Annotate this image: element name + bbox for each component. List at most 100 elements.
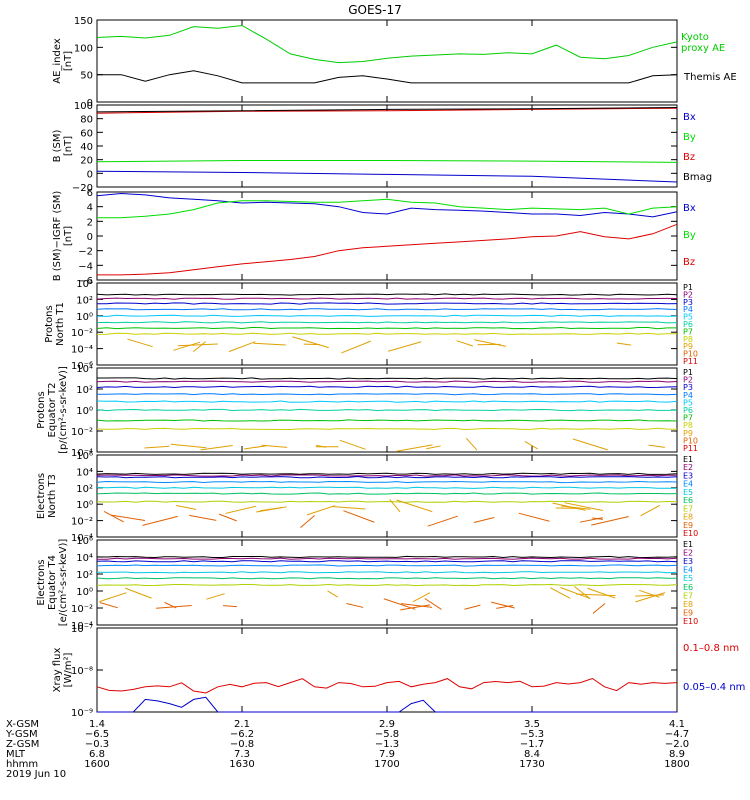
y-axis-label-line: B (SM) [52,129,63,162]
series-segment-e8 [639,589,660,598]
y-tick-label: 10⁻⁷ [71,624,93,635]
y-axis-label-line: [p/(cm²-s-sr-keV)] [58,366,69,454]
ephemeris-value-x_gsm: 3.5 [524,719,540,730]
series-segment-e8 [306,505,336,516]
series-segment-e8 [99,592,127,603]
ephemeris-value-x_gsm: 4.1 [669,719,685,730]
series-segment-p9 [144,445,170,449]
plot-frame [96,627,678,713]
series-segment-e8 [635,592,666,603]
ephemeris-label: Y-GSM [5,729,38,740]
series-segment-p9 [177,343,218,347]
series-segment-e8 [635,594,665,597]
series-line-bz [97,223,678,276]
series-line-e4 [96,564,678,567]
y-axis-label: ElectronsNorth T3 [36,473,58,519]
plot-frame [96,539,678,626]
series-line-p8 [96,427,678,431]
legend-p11: P11 [683,357,698,366]
y-tick-label: 10⁴ [76,364,93,375]
y-tick-label: 10⁴ [76,553,93,564]
y-tick-label: −6 [78,276,93,287]
legend-e9: E9 [683,521,693,530]
legend-e2: E2 [683,549,693,558]
ephemeris-value-x_gsm: 2.9 [379,719,395,730]
series-segment-e9 [343,510,375,523]
panel-protons_t1: 10⁻⁶ 10⁻⁴ 10⁻² 10⁰ 10² 10⁴ ProtonsNorth T1 P1P2… [44,279,698,372]
legend-p8: P8 [683,421,693,430]
series-segment-e9 [491,601,515,609]
series-line-kyoto-proxy-ae [96,24,678,64]
legend-e9: E9 [683,608,693,617]
series-line-p3 [96,385,678,389]
series-line-p7 [96,419,678,422]
y-tick-label: 10⁻² [71,517,93,528]
series-line-e2 [96,557,678,560]
y-tick-label: 60 [80,128,93,139]
y-tick-label: −20 [72,183,93,194]
y-tick-label: 10⁻⁸ [71,666,93,677]
legend-p1: P1 [683,283,693,292]
legend-bx: Bx [683,112,696,123]
series-line-bz [96,107,678,114]
series-segment-e9 [518,512,550,522]
legend-p9: P9 [683,342,693,351]
ephemeris-value-hhmm: 1730 [519,759,544,770]
series-segment-e9 [142,515,178,526]
panel-electrons_t4: 10⁻⁴ 10⁻² 10⁰ 10² 10⁴ 10⁶ ElectronsEquator T4[… [36,536,698,632]
legend-e10: E10 [683,617,698,626]
legend-e1: E1 [683,540,693,549]
panel-b_igrf: −6 −4 −2 0 2 4 6 B (SM)−IGRF (SM)[nT] Bx By Bz [52,188,696,287]
series-segment-e8 [331,505,366,510]
series-segment-e8 [225,505,257,514]
legend-bz: Bz [683,257,695,268]
y-axis-label-line: AE_index [52,38,63,84]
series-segment-e9 [383,598,416,610]
legend-p5: P5 [683,398,693,407]
legend-e10: E10 [683,529,698,538]
legend-p10: P10 [683,436,698,445]
y-axis-label-line: [e/(cm²-s-sr-keV)] [58,539,69,627]
panel-b_sm: −20 0 20 40 60 80 100 B (SM)[nT] Bx By Bz Bmag [52,101,712,194]
legend-p10: P10 [683,350,698,359]
ephemeris-value-z_gsm: −1.7 [520,739,544,750]
legend-p2: P2 [683,290,693,299]
legend-by: By [683,132,696,143]
y-tick-label: 80 [80,115,93,126]
series-segment-e8 [560,587,590,599]
legend-e2: E2 [683,463,693,472]
series-line-e2 [96,474,677,477]
ephemeris-value-mlt: 7.3 [234,749,250,760]
y-axis-label-line: Electrons [36,473,47,519]
series-line-e5 [96,571,678,574]
series-line-p6 [96,408,678,412]
ephemeris-value-z_gsm: −0.3 [85,739,109,750]
y-axis-label-line: Protons [44,305,55,342]
series-segment-e9 [496,604,514,609]
series-line-p1 [96,293,678,296]
y-tick-label: 50 [80,71,93,82]
y-tick-label: 40 [80,142,93,153]
legend-p7: P7 [683,414,693,423]
series-line-bx [96,170,678,183]
y-tick-label: 10⁻⁴ [71,621,93,632]
series-segment-e8 [259,506,284,512]
series-segment-e9 [189,514,217,521]
series-line-bmag [96,107,678,113]
y-tick-label: 10⁻⁶ [71,361,93,372]
y-tick-label: 150 [74,16,93,27]
series-segment-e8 [396,499,433,513]
ephemeris-value-z_gsm: −1.3 [375,739,399,750]
legend-e1: E1 [683,455,693,464]
series-segment-p9 [474,339,507,347]
series-segment-e9 [464,604,481,610]
series-line-by [96,160,678,163]
y-tick-label: 10² [76,484,93,495]
series-line-by [97,198,678,219]
y-tick-label: 0 [87,98,93,109]
series-segment-e9 [222,605,237,608]
series-line-p6 [96,321,678,324]
series-line-p4 [97,393,678,396]
legend-bx: Bx [683,203,696,214]
y-tick-label: 10⁰ [76,587,93,598]
